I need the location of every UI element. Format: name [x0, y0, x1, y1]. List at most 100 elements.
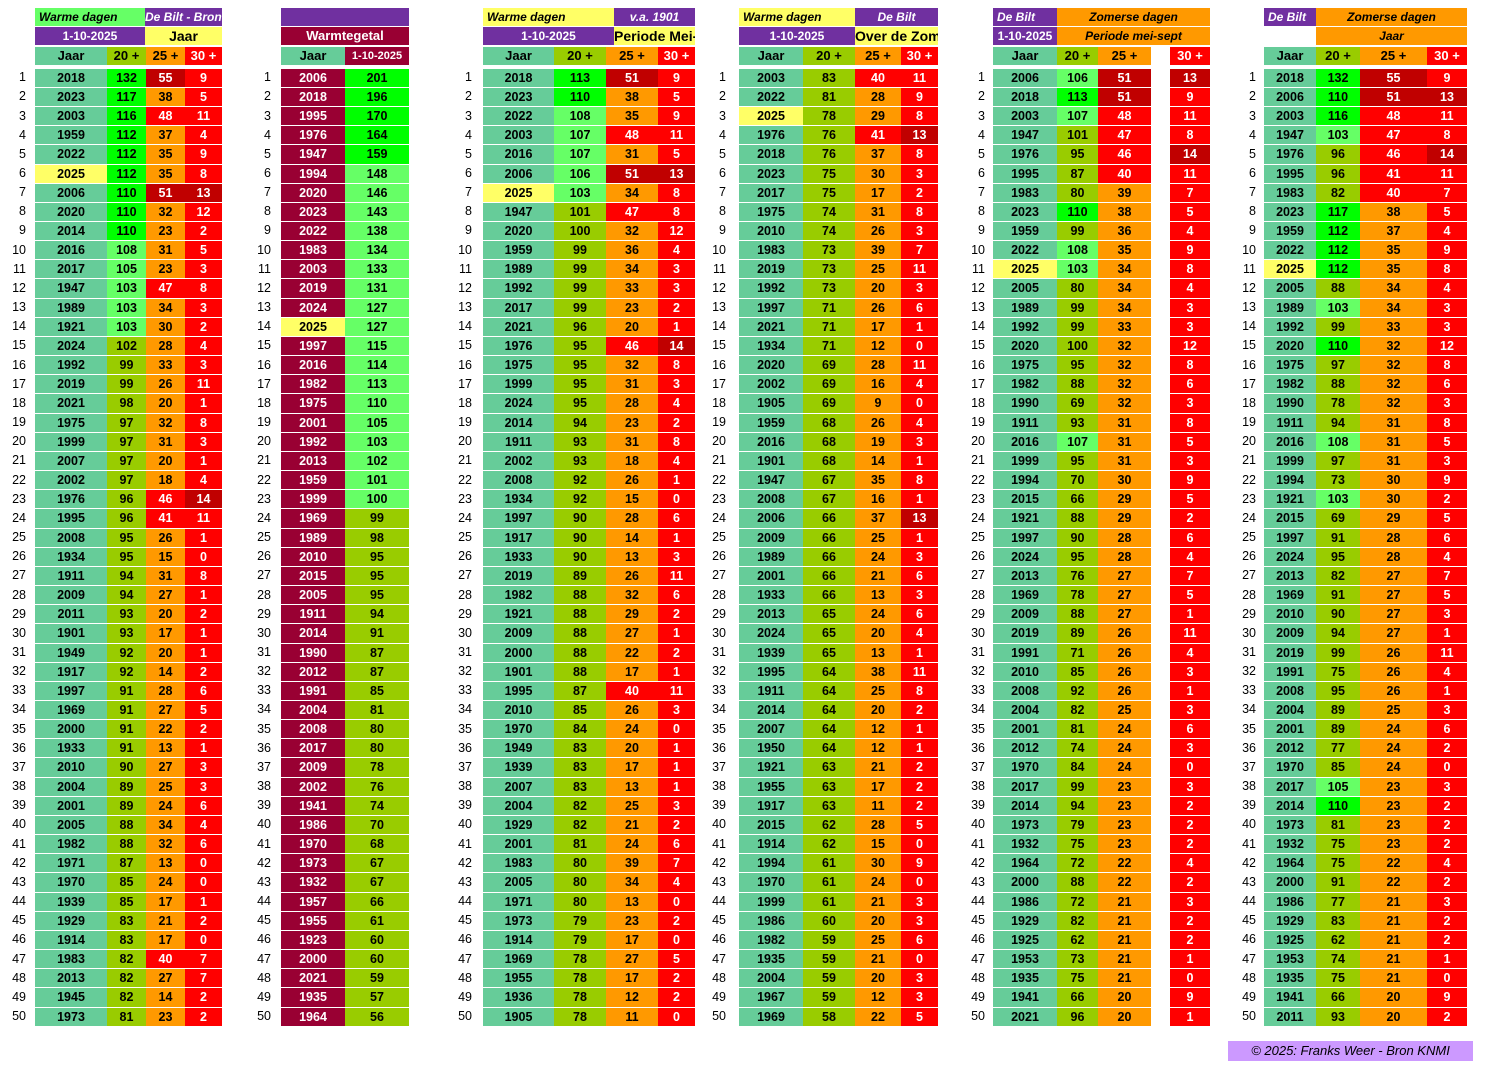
table-zomerse-jaar-cell: 2003: [1264, 107, 1316, 126]
rank-number: 42: [712, 855, 726, 870]
table-zomerse-jaar-cell: 93: [1316, 1007, 1360, 1026]
table-over-de-zomer-cell: 2020: [739, 356, 803, 375]
table-warmtegetal-cell: 87: [345, 662, 409, 681]
table-jaar-cell: 95: [107, 528, 146, 547]
table-warmtegetal-cell: 2008: [281, 720, 345, 739]
table-mei-sept-cell: 17: [606, 969, 658, 988]
table-zomerse-jaar-cell: 2024: [1264, 547, 1316, 566]
table-jaar-cell: 1: [185, 528, 222, 547]
table-mei-sept-cell: 101: [554, 202, 606, 221]
rank-number: 26: [712, 549, 726, 564]
table-zomerse-mei-sept-source: Zomerse dagen: [1057, 8, 1210, 26]
table-zomerse-mei-sept-cell: 22: [1098, 873, 1151, 892]
rank-number: 23: [458, 491, 472, 506]
table-over-de-zomer-cell: 2: [901, 758, 938, 777]
table-zomerse-mei-sept-cell: 84: [1057, 758, 1098, 777]
table-mei-sept-cell: 1: [658, 739, 695, 758]
table-mei-sept-cell: 31: [606, 375, 658, 394]
table-zomerse-mei-sept-cell: 92: [1057, 681, 1098, 700]
rank-number: 9: [19, 223, 26, 238]
table-zomerse-mei-sept-cell: 4: [1170, 547, 1210, 566]
table-zomerse-mei-sept-cell: 80: [1057, 183, 1098, 202]
rank-number: 27: [1242, 568, 1256, 583]
table-mei-sept-cell: 1934: [483, 490, 554, 509]
table-mei-sept-cell: 85: [554, 700, 606, 720]
table-warmtegetal-cell: 2005: [281, 586, 345, 605]
table-over-de-zomer-cell: 1933: [739, 586, 803, 605]
table-over-de-zomer-cell: 64: [803, 700, 855, 720]
table-mei-sept-cell: 1947: [483, 202, 554, 221]
table-jaar-cell: 1929: [35, 911, 107, 930]
table-zomerse-jaar-cell: 2015: [1264, 509, 1316, 528]
table-zomerse-jaar-cell: 8: [1427, 260, 1467, 279]
table-jaar-cell: 48: [146, 107, 185, 126]
table-mei-sept-cell: 34: [606, 260, 658, 279]
table-over-de-zomer-cell: 2021: [739, 317, 803, 336]
table-over-de-zomer-cell: 15: [855, 835, 901, 854]
table-mei-sept-cell: 24: [606, 720, 658, 739]
table-over-de-zomer-col-header: 20 +: [803, 47, 855, 65]
rank-number: 30: [12, 625, 26, 640]
table-over-de-zomer-cell: 25: [855, 930, 901, 950]
copyright-footer: © 2025: Franks Weer - Bron KNMI: [1228, 1041, 1473, 1061]
table-zomerse-mei-sept-cell: 1995: [993, 164, 1057, 183]
table-jaar-cell: 2020: [35, 202, 107, 221]
table-over-de-zomer-cell: 1914: [739, 835, 803, 854]
table-mei-sept-cell: 34: [606, 183, 658, 202]
table-mei-sept-cell: 1992: [483, 279, 554, 298]
table-jaar-cell: 2013: [35, 969, 107, 988]
table-zomerse-jaar-cell: 3: [1427, 700, 1467, 720]
rank-number: 33: [257, 683, 271, 698]
rank-number: 29: [1242, 606, 1256, 621]
table-over-de-zomer-cell: 31: [855, 202, 901, 221]
table-mei-sept-cell: 80: [554, 892, 606, 911]
table-zomerse-jaar-cell: 55: [1360, 68, 1427, 87]
table-zomerse-mei-sept-cell: 24: [1098, 758, 1151, 777]
table-warmtegetal-cell: 76: [345, 777, 409, 796]
table-zomerse-mei-sept-cell: 2017: [993, 777, 1057, 796]
table-over-de-zomer-cell: 74: [803, 221, 855, 241]
table-zomerse-mei-sept-cell: 3: [1170, 739, 1210, 758]
table-jaar-cell: 2010: [35, 758, 107, 777]
table-mei-sept-cell: 1989: [483, 260, 554, 279]
rank-number: 31: [12, 645, 26, 659]
table-zomerse-jaar-cell: 112: [1316, 260, 1360, 279]
table-over-de-zomer-cell: 1901: [739, 451, 803, 471]
rank-number: 41: [712, 836, 726, 851]
rank-number: 11: [258, 261, 271, 276]
table-zomerse-mei-sept-cell: 21: [1098, 911, 1151, 930]
table-mei-sept-cell: 95: [554, 375, 606, 394]
table-over-de-zomer-cell: 63: [803, 758, 855, 777]
table-warmtegetal-cell: 1999: [281, 490, 345, 509]
table-mei-sept-cell: 95: [554, 356, 606, 375]
table-mei-sept-cell: 0: [658, 930, 695, 950]
table-zomerse-mei-sept-cell: 1911: [993, 413, 1057, 432]
table-zomerse-mei-sept-cell: 2013: [993, 566, 1057, 586]
table-mei-sept-cell: 92: [554, 471, 606, 490]
table-jaar-cell: 24: [146, 796, 185, 815]
table-jaar-col-header: 25 +: [146, 47, 185, 65]
table-mei-sept-cell: 90: [554, 547, 606, 566]
table-over-de-zomer-cell: 1997: [739, 298, 803, 317]
table-jaar-cell: 2025: [35, 164, 107, 183]
table-warmtegetal-cell: 1975: [281, 394, 345, 413]
table-zomerse-mei-sept-cell: 94: [1057, 796, 1098, 815]
table-mei-sept-cell: 88: [554, 586, 606, 605]
rank-number: 18: [257, 395, 271, 410]
table-zomerse-jaar-cell: 6: [1427, 720, 1467, 739]
table-zomerse-mei-sept-cell: 39: [1098, 183, 1151, 202]
table-warmtegetal-cell: 2006: [281, 68, 345, 87]
table-over-de-zomer-cell: 12: [855, 720, 901, 739]
rank-number: 30: [971, 625, 985, 640]
table-mei-sept-cell: 88: [554, 624, 606, 643]
table-over-de-zomer-cell: 62: [803, 815, 855, 835]
table-over-de-zomer-cell: 63: [803, 777, 855, 796]
table-over-de-zomer-cell: 1921: [739, 758, 803, 777]
table-zomerse-mei-sept-cell: 32: [1098, 394, 1151, 413]
table-zomerse-jaar-cell: 2: [1427, 835, 1467, 854]
table-jaar-cell: 1992: [35, 356, 107, 375]
rank-number: 10: [712, 242, 726, 257]
table-jaar-cell: 1947: [35, 279, 107, 298]
table-mei-sept-cell: 18: [606, 451, 658, 471]
table-zomerse-mei-sept-cell: 27: [1098, 605, 1151, 624]
